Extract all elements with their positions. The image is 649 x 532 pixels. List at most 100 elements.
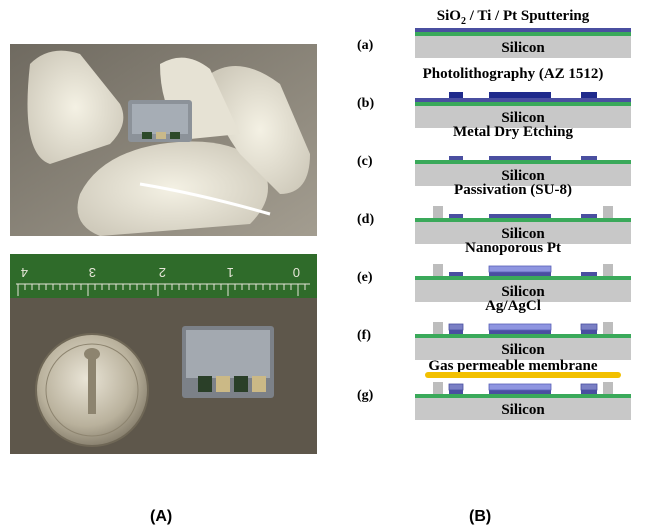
- silicon-substrate: [415, 398, 631, 420]
- step-title-main: Nanoporous Pt: [465, 240, 561, 256]
- oxide-layer: [415, 160, 631, 164]
- silicon-substrate: [415, 222, 631, 244]
- metal-layer: [415, 28, 631, 32]
- device-in-glove-photo: [10, 44, 317, 236]
- metal-electrode: [449, 330, 463, 334]
- su8-passivation: [603, 206, 613, 218]
- ag-agcl-electrode: [448, 323, 464, 331]
- step-title-main: Ag/AgCl: [485, 298, 541, 314]
- silicon-substrate: [415, 164, 631, 186]
- photoresist-pattern: [489, 92, 551, 98]
- process-step: Photolithography (AZ 1512) (b) Silicon: [355, 66, 649, 130]
- oxide-layer: [415, 218, 631, 222]
- silicon-label: Silicon: [501, 342, 545, 358]
- step-letter: (a): [357, 38, 374, 53]
- photoresist-pattern: [449, 92, 463, 98]
- process-step: Gas permeable membrane (g) Silicon: [355, 358, 649, 422]
- metal-electrode: [489, 156, 551, 160]
- step-title-main: Passivation (SU-8): [454, 182, 572, 198]
- su8-passivation: [603, 382, 613, 394]
- step-title-main: SiO: [436, 8, 461, 24]
- ruler-number-0: 0: [293, 265, 300, 280]
- step-title-subscript: 2: [460, 16, 466, 27]
- step-letter: (d): [357, 212, 375, 227]
- step-letter: (f): [357, 328, 371, 343]
- metal-electrode: [581, 272, 597, 276]
- ruler-number-4: 4: [21, 265, 28, 280]
- panel-b-caption: (B): [469, 508, 492, 525]
- silicon-label: Silicon: [501, 40, 545, 56]
- oxide-layer: [415, 32, 631, 36]
- silicon-label: Silicon: [501, 226, 545, 242]
- metal-electrode: [489, 214, 551, 218]
- silicon-substrate: [415, 280, 631, 302]
- cross-section-schematic: Silicon: [415, 322, 631, 360]
- metal-electrode: [489, 390, 551, 394]
- metal-electrode: [489, 330, 551, 334]
- ruler-number-1: 1: [227, 265, 234, 280]
- ag-agcl-electrode: [580, 383, 598, 391]
- step-title-main: Photolithography (AZ 1512): [422, 66, 604, 82]
- step-title-main: Gas permeable membrane: [428, 358, 598, 374]
- metal-electrode: [449, 156, 463, 160]
- cross-section-schematic: Silicon: [415, 264, 631, 302]
- metal-electrode: [581, 214, 597, 218]
- step-title: Metal Dry Etching: [395, 124, 631, 141]
- step-title: Nanoporous Pt: [395, 240, 631, 257]
- process-step: Metal Dry Etching (c) Silicon: [355, 124, 649, 188]
- cross-section-schematic: Silicon: [415, 156, 631, 186]
- metal-electrode: [449, 272, 463, 276]
- step-title: Gas permeable membrane: [395, 358, 631, 375]
- su8-passivation: [433, 264, 443, 276]
- step-title: Ag/AgCl: [395, 298, 631, 315]
- cross-section-schematic: Silicon: [415, 92, 631, 128]
- nanoporous-pt-layer: [488, 265, 552, 273]
- dime-photo-art: 4 3 2 1 0: [10, 254, 317, 454]
- metal-electrode: [581, 330, 597, 334]
- step-letter: (c): [357, 154, 373, 169]
- process-step: Passivation (SU-8) (d) Silicon: [355, 182, 649, 246]
- process-step: SiO2 / Ti / Pt Sputtering (a) Silicon: [355, 8, 649, 72]
- ag-agcl-electrode: [448, 383, 464, 391]
- silicon-substrate: [415, 338, 631, 360]
- metal-layer: [415, 98, 631, 102]
- ruler-number-2: 2: [159, 265, 166, 280]
- cross-section-schematic: Silicon: [415, 206, 631, 244]
- su8-passivation: [433, 382, 443, 394]
- su8-passivation: [603, 322, 613, 334]
- gas-permeable-membrane: [425, 372, 621, 378]
- oxide-layer: [415, 334, 631, 338]
- oxide-layer: [415, 394, 631, 398]
- ruler-number-3: 3: [89, 265, 96, 280]
- cross-section-schematic: Silicon: [415, 28, 631, 58]
- metal-electrode: [581, 390, 597, 394]
- photoresist-pattern: [581, 92, 597, 98]
- step-title-rest: / Ti / Pt Sputtering: [465, 8, 590, 24]
- metal-electrode: [449, 214, 463, 218]
- step-letter: (e): [357, 270, 373, 285]
- silicon-substrate: [415, 106, 631, 128]
- silicon-label: Silicon: [501, 402, 545, 418]
- oxide-layer: [415, 102, 631, 106]
- oxide-layer: [415, 276, 631, 280]
- silicon-substrate: [415, 36, 631, 58]
- step-letter: (b): [357, 96, 375, 111]
- process-step: Nanoporous Pt (e) Silicon: [355, 240, 649, 304]
- process-step: Ag/AgCl (f) Silicon: [355, 298, 649, 362]
- panel-a-caption: (A): [150, 508, 173, 525]
- metal-electrode: [449, 390, 463, 394]
- su8-passivation: [433, 206, 443, 218]
- step-letter: (g): [357, 388, 374, 403]
- silicon-label: Silicon: [501, 110, 545, 126]
- metal-electrode: [581, 156, 597, 160]
- su8-passivation: [603, 264, 613, 276]
- silicon-label: Silicon: [501, 284, 545, 300]
- silicon-label: Silicon: [501, 168, 545, 184]
- metal-electrode: [489, 272, 551, 276]
- ag-agcl-electrode: [580, 323, 598, 331]
- step-title-main: Metal Dry Etching: [453, 124, 573, 140]
- step-title: SiO2 / Ti / Pt Sputtering: [395, 8, 631, 27]
- device-with-dime-photo: 4 3 2 1 0: [10, 254, 317, 454]
- su8-passivation: [433, 322, 443, 334]
- nanoporous-pt-layer: [488, 383, 552, 391]
